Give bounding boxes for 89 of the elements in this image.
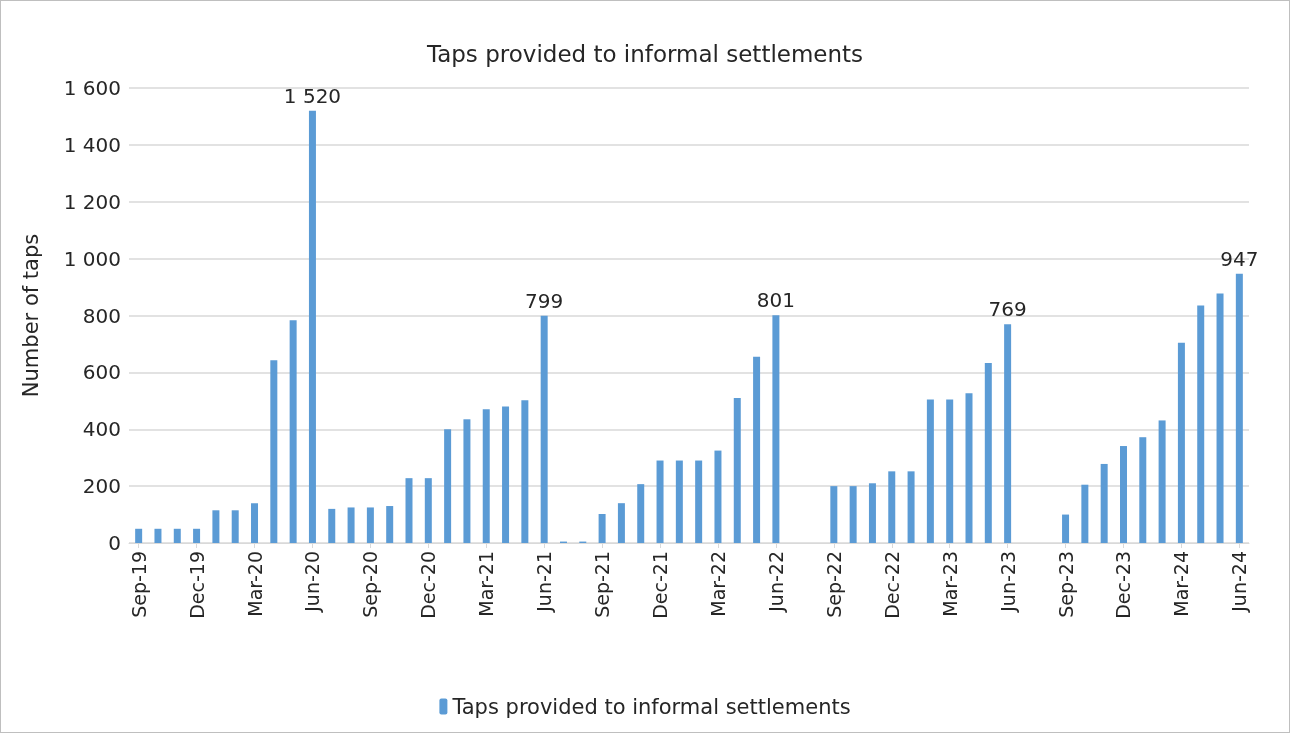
bar <box>444 429 452 543</box>
x-tick-label: Sep-23 <box>1054 551 1077 618</box>
y-tick-label: 1 200 <box>63 189 121 214</box>
data-label: 1 520 <box>283 83 342 108</box>
y-tick-label: 800 <box>82 303 121 328</box>
bar <box>193 528 201 543</box>
bar <box>308 110 316 543</box>
bar <box>502 406 510 543</box>
x-tick-label: Jun-20 <box>301 551 324 613</box>
y-tick-label: 1 000 <box>63 246 121 271</box>
x-tick-label: Jun-21 <box>533 551 556 613</box>
x-tick-label: Sep-19 <box>127 551 150 618</box>
y-tick-label: 1 400 <box>63 132 121 157</box>
bar <box>1235 273 1243 543</box>
bar <box>946 399 954 543</box>
bar <box>965 393 973 543</box>
bar <box>714 450 722 543</box>
bar <box>212 510 220 543</box>
bar <box>289 320 297 543</box>
bar <box>1100 463 1108 543</box>
bar <box>347 507 355 543</box>
x-tick-label: Jun-23 <box>996 551 1019 613</box>
x-tick-label: Dec-21 <box>649 551 672 619</box>
x-tick-label: Mar-20 <box>243 551 266 617</box>
bar <box>617 503 625 543</box>
bar <box>753 356 761 543</box>
x-tick-label: Jun-24 <box>1228 551 1251 613</box>
bar <box>1158 420 1166 543</box>
x-tick-label: Jun-22 <box>764 551 787 613</box>
bar <box>984 362 992 543</box>
y-tick-label: 1 600 <box>63 76 121 100</box>
x-tick-label: Dec-23 <box>1112 551 1135 619</box>
bar <box>1197 305 1205 543</box>
x-tick-label: Sep-20 <box>359 551 382 618</box>
bar <box>270 360 278 543</box>
y-tick-label: 200 <box>82 474 121 499</box>
bar <box>1177 342 1185 543</box>
x-tick-label: Dec-19 <box>185 551 208 619</box>
bar <box>482 409 490 543</box>
y-tick-label: 400 <box>82 417 121 442</box>
bar <box>366 507 374 543</box>
bar <box>733 397 741 543</box>
data-label: 769 <box>988 297 1027 322</box>
bar <box>424 478 432 543</box>
bar <box>926 399 934 543</box>
x-tick-label: Dec-20 <box>417 551 440 619</box>
bar <box>675 460 683 543</box>
bar <box>135 528 143 543</box>
bar <box>1004 324 1012 543</box>
legend-label: Taps provided to informal settlements <box>451 694 851 719</box>
bar <box>1119 446 1127 543</box>
y-axis-title: Number of taps <box>18 233 43 398</box>
bar <box>328 508 336 543</box>
bar <box>772 315 780 543</box>
x-tick-label: Mar-23 <box>938 551 961 617</box>
bar <box>1216 293 1224 543</box>
bar <box>598 513 606 543</box>
bar <box>405 478 413 543</box>
chart-title: Taps provided to informal settlements <box>425 40 864 67</box>
x-tick-label: Sep-21 <box>591 551 614 618</box>
y-tick-label: 0 <box>108 531 121 555</box>
bar <box>888 471 896 543</box>
bar <box>1062 514 1070 543</box>
bar <box>656 460 664 543</box>
bar <box>521 400 529 543</box>
data-label: 799 <box>525 288 564 313</box>
bar <box>386 506 394 543</box>
bar <box>695 460 703 543</box>
bar <box>1081 484 1089 543</box>
bar <box>231 510 239 543</box>
x-tick-label: Sep-22 <box>822 551 845 618</box>
bar <box>154 528 162 543</box>
bar <box>868 483 876 543</box>
y-tick-label: 600 <box>82 360 121 385</box>
x-tick-label: Mar-22 <box>706 551 729 617</box>
bar <box>637 484 645 543</box>
x-tick-label: Mar-24 <box>1170 551 1193 617</box>
bar <box>540 315 548 543</box>
data-label: 947 <box>1220 246 1259 271</box>
bar <box>251 503 259 543</box>
bar <box>1139 437 1147 543</box>
bar <box>830 486 838 543</box>
x-tick-label: Mar-21 <box>475 551 498 617</box>
bar <box>849 486 857 543</box>
x-tick-label: Dec-22 <box>880 551 903 619</box>
bar <box>463 419 471 543</box>
data-label: 801 <box>756 288 795 313</box>
bar <box>907 471 915 543</box>
bar <box>173 528 181 543</box>
